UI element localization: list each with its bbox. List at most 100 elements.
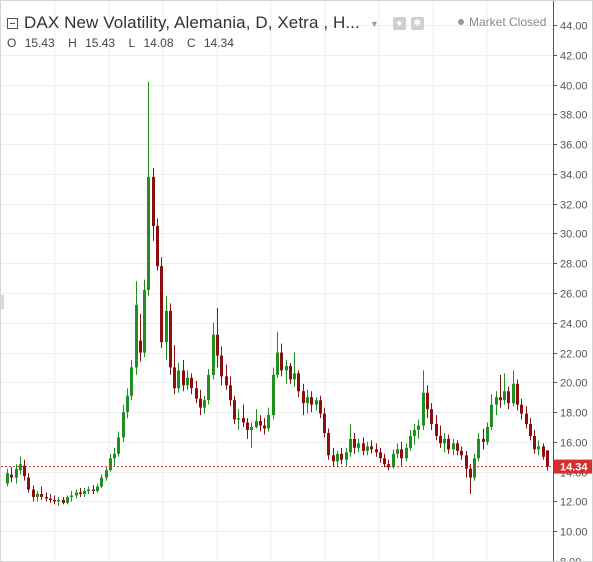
y-tick-label: 20.00 bbox=[560, 378, 588, 390]
candle-down bbox=[225, 376, 228, 386]
candle-up bbox=[250, 427, 253, 430]
gear-icon[interactable]: ✱ bbox=[410, 16, 424, 30]
caret-down-icon[interactable]: ▼ bbox=[369, 19, 379, 29]
candle-down bbox=[216, 334, 219, 356]
candle-up bbox=[19, 464, 22, 471]
candle-up bbox=[477, 438, 480, 459]
candle-down bbox=[53, 499, 56, 502]
candle-up bbox=[255, 421, 258, 427]
candle-down bbox=[297, 373, 300, 392]
candle-down bbox=[533, 435, 536, 450]
candle-up bbox=[293, 373, 296, 380]
market-status: Market Closed bbox=[458, 15, 546, 29]
candle-down bbox=[447, 438, 450, 450]
candle-up bbox=[503, 391, 506, 401]
candle-up bbox=[537, 446, 540, 450]
side-panel-handle[interactable] bbox=[1, 295, 4, 309]
candle-down bbox=[469, 468, 472, 478]
candle-down bbox=[362, 443, 365, 451]
candle-up bbox=[57, 499, 60, 502]
ohlc-close: C 14.34 bbox=[187, 36, 239, 50]
candle-up bbox=[396, 449, 399, 454]
candle-down bbox=[340, 453, 343, 460]
candle-up bbox=[105, 470, 108, 478]
candle-up bbox=[443, 438, 446, 444]
y-tick-label: 8.00 bbox=[560, 557, 581, 562]
candle-up bbox=[357, 443, 360, 448]
ohlc-close-value: 14.34 bbox=[203, 36, 234, 50]
candle-down bbox=[173, 367, 176, 389]
collapse-square-icon[interactable] bbox=[7, 17, 18, 29]
chart-title: DAX New Volatility, Alemania, D, Xetra ,… bbox=[24, 13, 360, 32]
candle-down bbox=[375, 449, 378, 453]
candle-up bbox=[100, 477, 103, 487]
candle-down bbox=[383, 458, 386, 465]
candle-down bbox=[426, 392, 429, 410]
candle-up bbox=[177, 370, 180, 389]
candle-up bbox=[405, 447, 408, 459]
candle-down bbox=[387, 464, 390, 468]
candle-down bbox=[460, 450, 463, 456]
candle-up bbox=[237, 418, 240, 420]
ohlc-values: O 15.43 H 15.43 L 14.08 C 14.34 bbox=[7, 36, 244, 50]
candle-up bbox=[336, 453, 339, 462]
candle-up bbox=[207, 374, 210, 401]
candle-down bbox=[23, 465, 26, 477]
candle-down bbox=[259, 421, 262, 426]
y-tick-label: 40.00 bbox=[560, 81, 588, 93]
candle-up bbox=[165, 310, 168, 343]
ohlc-high: H 15.43 bbox=[68, 36, 120, 50]
candle-up bbox=[349, 438, 352, 453]
candle-up bbox=[117, 437, 120, 454]
candle-down bbox=[529, 424, 532, 436]
ohlc-close-label: C bbox=[186, 36, 196, 50]
candle-down bbox=[92, 489, 95, 492]
candle-down bbox=[199, 398, 202, 408]
ohlc-open: O 15.43 bbox=[7, 36, 60, 50]
candle-up bbox=[272, 374, 275, 416]
candle-down bbox=[190, 377, 193, 389]
candle-down bbox=[45, 496, 48, 499]
candle-down bbox=[263, 425, 266, 429]
ohlc-low-value: 14.08 bbox=[143, 36, 174, 50]
candle-down bbox=[62, 499, 65, 503]
y-tick-label: 36.00 bbox=[560, 140, 588, 152]
candle-down bbox=[507, 391, 510, 404]
candle-down bbox=[546, 450, 549, 467]
candle-up bbox=[267, 415, 270, 429]
candle-up bbox=[87, 489, 90, 492]
candle-down bbox=[220, 355, 223, 377]
candle-up bbox=[36, 494, 39, 497]
candle-up bbox=[315, 400, 318, 405]
candle-down bbox=[302, 391, 305, 404]
y-tick-label: 30.00 bbox=[560, 229, 588, 241]
candle-down bbox=[482, 438, 485, 442]
candle-up bbox=[113, 453, 116, 459]
candle-down bbox=[332, 455, 335, 462]
candle-down bbox=[379, 452, 382, 459]
candle-down bbox=[499, 397, 502, 401]
eye-icon[interactable]: ● bbox=[392, 16, 406, 30]
candle-down bbox=[400, 449, 403, 459]
candle-down bbox=[520, 404, 523, 414]
y-tick-label: 26.00 bbox=[560, 289, 588, 301]
ohlc-low-label: L bbox=[128, 36, 136, 50]
chart-header: DAX New Volatility, Alemania, D, Xetra ,… bbox=[7, 11, 424, 35]
candle-down bbox=[353, 438, 356, 448]
y-tick-label: 32.00 bbox=[560, 200, 588, 212]
y-tick-label: 16.00 bbox=[560, 438, 588, 450]
candle-up bbox=[422, 392, 425, 426]
y-tick-label: 22.00 bbox=[560, 349, 588, 361]
candle-up bbox=[83, 491, 86, 494]
candle-down bbox=[456, 443, 459, 451]
y-tick-label: 10.00 bbox=[560, 527, 588, 539]
candle-up bbox=[366, 446, 369, 451]
candle-up bbox=[70, 495, 73, 497]
candle-down bbox=[465, 455, 468, 469]
candle-down bbox=[439, 435, 442, 444]
candle-up bbox=[409, 435, 412, 448]
ohlc-high-value: 15.43 bbox=[85, 36, 116, 50]
candle-up bbox=[143, 290, 146, 353]
